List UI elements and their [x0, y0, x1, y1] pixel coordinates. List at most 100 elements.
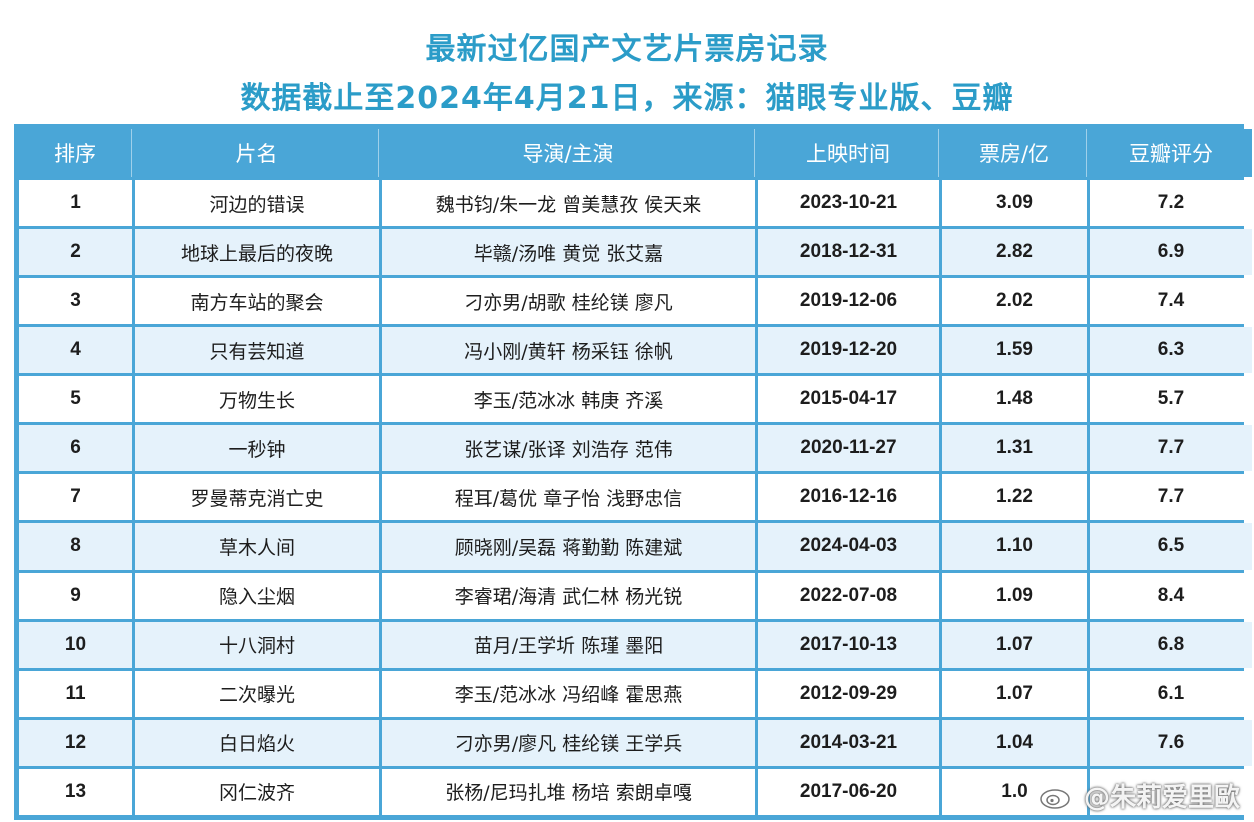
cell-date: 2018-12-31 — [758, 229, 939, 276]
cell-date: 2022-07-08 — [758, 572, 939, 619]
cell-cast: 刁亦男/胡歌 桂纶镁 廖凡 — [382, 278, 755, 325]
cell-score: 7.7 — [1090, 425, 1252, 472]
cell-score: 6.8 — [1090, 621, 1252, 668]
table-row: 7 罗曼蒂克消亡史 程耳/葛优 章子怡 浅野忠信 2016-12-16 1.22… — [19, 474, 1252, 521]
watermark-text: @朱莉爱里歐 — [1083, 783, 1240, 813]
cell-box-office: 1.10 — [942, 523, 1087, 570]
cell-title: 南方车站的聚会 — [135, 278, 379, 325]
cell-date: 2012-09-29 — [758, 670, 939, 717]
cell-score: 7.2 — [1090, 180, 1252, 227]
cell-score: 7.4 — [1090, 278, 1252, 325]
box-office-table: 排序 片名 导演/主演 上映时间 票房/亿 豆瓣评分 1 河边的错误 魏书钧/朱… — [16, 126, 1254, 818]
cell-score: 6.3 — [1090, 327, 1252, 374]
cell-box-office: 1.07 — [942, 670, 1087, 717]
cell-score: 6.5 — [1090, 523, 1252, 570]
weibo-icon — [1040, 783, 1077, 809]
table-row: 13 冈仁波齐 张杨/尼玛扎堆 杨培 索朗卓嘎 2017-06-20 1.0 — [19, 768, 1252, 815]
cell-date: 2019-12-20 — [758, 327, 939, 374]
header-douban-score: 豆瓣评分 — [1090, 129, 1252, 177]
table-row: 4 只有芸知道 冯小刚/黄轩 杨采钰 徐帆 2019-12-20 1.59 6.… — [19, 327, 1252, 374]
cell-date: 2015-04-17 — [758, 376, 939, 423]
table-row: 10 十八洞村 苗月/王学圻 陈瑾 墨阳 2017-10-13 1.07 6.8 — [19, 621, 1252, 668]
cell-date: 2017-06-20 — [758, 768, 939, 815]
cell-cast: 程耳/葛优 章子怡 浅野忠信 — [382, 474, 755, 521]
page-subtitle: 数据截止至2024年4月21日，来源：猫眼专业版、豆瓣 — [240, 81, 1014, 116]
header-cast: 导演/主演 — [382, 129, 755, 177]
box-office-table-frame: 排序 片名 导演/主演 上映时间 票房/亿 豆瓣评分 1 河边的错误 魏书钧/朱… — [14, 124, 1252, 820]
cell-date: 2023-10-21 — [758, 180, 939, 227]
header-title: 片名 — [135, 129, 379, 177]
cell-title: 河边的错误 — [135, 180, 379, 227]
cell-cast: 张艺谋/张译 刘浩存 范伟 — [382, 425, 755, 472]
cell-date: 2019-12-06 — [758, 278, 939, 325]
cell-title: 只有芸知道 — [135, 327, 379, 374]
table-row: 3 南方车站的聚会 刁亦男/胡歌 桂纶镁 廖凡 2019-12-06 2.02 … — [19, 278, 1252, 325]
cell-date: 2017-10-13 — [758, 621, 939, 668]
cell-title: 白日焰火 — [135, 719, 379, 766]
cell-title: 二次曝光 — [135, 670, 379, 717]
cell-box-office: 1.04 — [942, 719, 1087, 766]
page-title: 最新过亿国产文艺片票房记录 — [425, 32, 829, 67]
cell-box-office: 2.02 — [942, 278, 1087, 325]
cell-cast: 冯小刚/黄轩 杨采钰 徐帆 — [382, 327, 755, 374]
table-row: 11 二次曝光 李玉/范冰冰 冯绍峰 霍思燕 2012-09-29 1.07 6… — [19, 670, 1252, 717]
cell-box-office: 3.09 — [942, 180, 1087, 227]
header-rank: 排序 — [19, 129, 132, 177]
cell-box-office: 1.59 — [942, 327, 1087, 374]
cell-rank: 5 — [19, 376, 132, 423]
cell-title: 地球上最后的夜晚 — [135, 229, 379, 276]
watermark: @朱莉爱里歐 — [1038, 777, 1240, 814]
cell-box-office: 1.22 — [942, 474, 1087, 521]
cell-box-office: 1.07 — [942, 621, 1087, 668]
cell-cast: 李睿珺/海清 武仁林 杨光锐 — [382, 572, 755, 619]
cell-rank: 12 — [19, 719, 132, 766]
cell-rank: 7 — [19, 474, 132, 521]
table-row: 12 白日焰火 刁亦男/廖凡 桂纶镁 王学兵 2014-03-21 1.04 7… — [19, 719, 1252, 766]
cell-title: 隐入尘烟 — [135, 572, 379, 619]
cell-date: 2024-04-03 — [758, 523, 939, 570]
cell-score: 6.1 — [1090, 670, 1252, 717]
cell-cast: 刁亦男/廖凡 桂纶镁 王学兵 — [382, 719, 755, 766]
cell-title: 十八洞村 — [135, 621, 379, 668]
cell-box-office: 2.82 — [942, 229, 1087, 276]
cell-box-office: 1.48 — [942, 376, 1087, 423]
cell-score: 7.7 — [1090, 474, 1252, 521]
table-row: 8 草木人间 顾晓刚/吴磊 蒋勤勤 陈建斌 2024-04-03 1.10 6.… — [19, 523, 1252, 570]
cell-score: 5.7 — [1090, 376, 1252, 423]
cell-score: 8.4 — [1090, 572, 1252, 619]
cell-score: 6.9 — [1090, 229, 1252, 276]
header-box-office: 票房/亿 — [942, 129, 1087, 177]
cell-box-office: 1.31 — [942, 425, 1087, 472]
cell-rank: 8 — [19, 523, 132, 570]
cell-title: 一秒钟 — [135, 425, 379, 472]
table-row: 1 河边的错误 魏书钧/朱一龙 曾美慧孜 侯天来 2023-10-21 3.09… — [19, 180, 1252, 227]
cell-rank: 3 — [19, 278, 132, 325]
cell-box-office: 1.09 — [942, 572, 1087, 619]
cell-cast: 李玉/范冰冰 韩庚 齐溪 — [382, 376, 755, 423]
table-row: 2 地球上最后的夜晚 毕赣/汤唯 黄觉 张艾嘉 2018-12-31 2.82 … — [19, 229, 1252, 276]
cell-title: 罗曼蒂克消亡史 — [135, 474, 379, 521]
header-date: 上映时间 — [758, 129, 939, 177]
cell-cast: 李玉/范冰冰 冯绍峰 霍思燕 — [382, 670, 755, 717]
cell-rank: 13 — [19, 768, 132, 815]
cell-cast: 张杨/尼玛扎堆 杨培 索朗卓嘎 — [382, 768, 755, 815]
cell-title: 万物生长 — [135, 376, 379, 423]
cell-title: 冈仁波齐 — [135, 768, 379, 815]
cell-score: 7.6 — [1090, 719, 1252, 766]
cell-rank: 9 — [19, 572, 132, 619]
cell-cast: 魏书钧/朱一龙 曾美慧孜 侯天来 — [382, 180, 755, 227]
table-header-row: 排序 片名 导演/主演 上映时间 票房/亿 豆瓣评分 — [19, 129, 1252, 177]
cell-rank: 10 — [19, 621, 132, 668]
cell-rank: 11 — [19, 670, 132, 717]
table-row: 6 一秒钟 张艺谋/张译 刘浩存 范伟 2020-11-27 1.31 7.7 — [19, 425, 1252, 472]
cell-rank: 4 — [19, 327, 132, 374]
cell-rank: 2 — [19, 229, 132, 276]
cell-rank: 1 — [19, 180, 132, 227]
cell-date: 2014-03-21 — [758, 719, 939, 766]
cell-date: 2016-12-16 — [758, 474, 939, 521]
cell-score — [1090, 768, 1252, 815]
cell-rank: 6 — [19, 425, 132, 472]
table-row: 5 万物生长 李玉/范冰冰 韩庚 齐溪 2015-04-17 1.48 5.7 — [19, 376, 1252, 423]
cell-title: 草木人间 — [135, 523, 379, 570]
